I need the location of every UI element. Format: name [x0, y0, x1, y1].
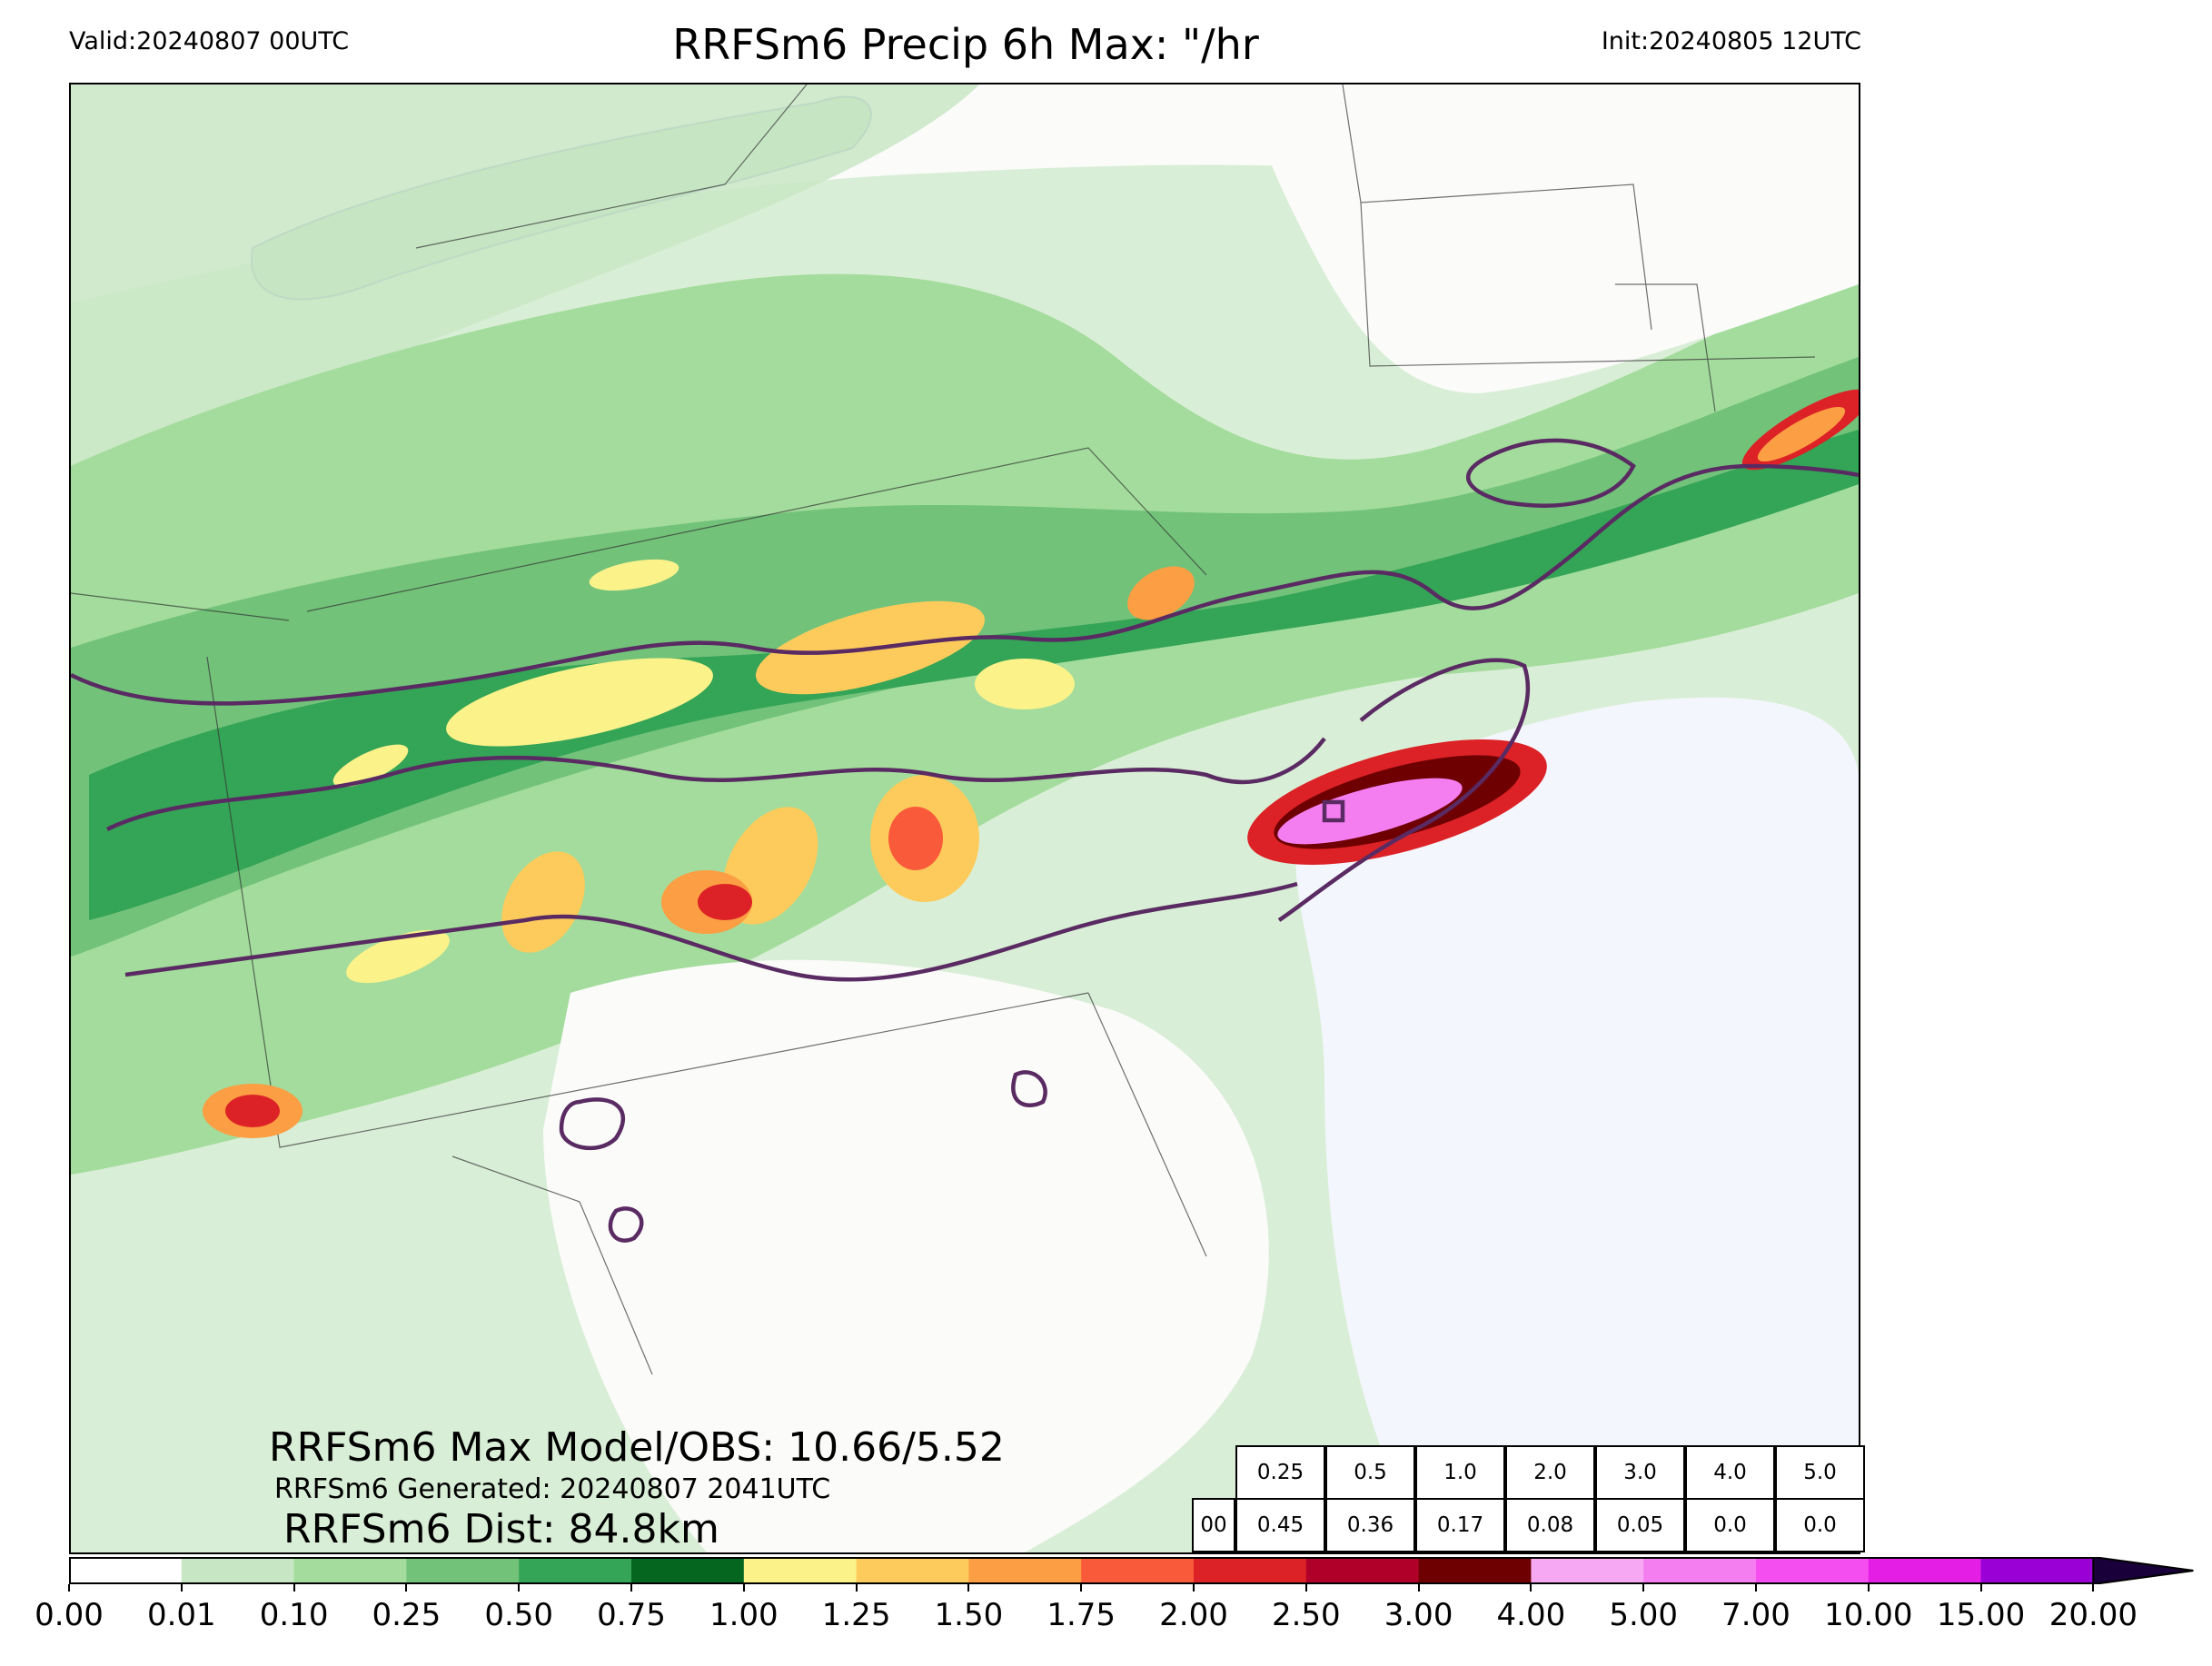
colorbar-segment: [631, 1557, 745, 1584]
distance-label: RRFSm6 Dist: 84.8km: [283, 1506, 719, 1552]
colorbar-tick: [1530, 1584, 1533, 1592]
colorbar-tick-label: 7.00: [1721, 1597, 1790, 1633]
colorbar-tick-label: 3.00: [1384, 1597, 1453, 1633]
threshold-cell: 0.5: [1325, 1445, 1415, 1500]
colorbar-tick-label: 0.00: [35, 1597, 104, 1633]
colorbar-segment: [1305, 1557, 1420, 1584]
threshold-cell: 1.0: [1415, 1445, 1505, 1500]
threshold-row: 0.25 0.5 1.0 2.0 3.0 4.0 5.0: [1235, 1445, 1865, 1500]
colorbar-segment: [293, 1557, 407, 1584]
colorbar-segment: [69, 1557, 183, 1584]
colorbar-tick: [1080, 1584, 1083, 1592]
atlantic-region: [1295, 697, 1859, 1552]
colorbar-segment: [519, 1557, 632, 1584]
colorbar: [69, 1557, 2194, 1584]
colorbar-tick-label: 1.75: [1046, 1597, 1116, 1633]
colorbar-tick: [630, 1584, 632, 1592]
threshold-cell: 3.0: [1595, 1445, 1685, 1500]
threshold-cell: 5.0: [1775, 1445, 1865, 1500]
colorbar-tick-label: 0.50: [484, 1597, 554, 1633]
colorbar-segment: [968, 1557, 1082, 1584]
colorbar-tick: [967, 1584, 970, 1592]
row-label-cell: 00: [1192, 1498, 1235, 1552]
colorbar-segment: [856, 1557, 969, 1584]
max-model-obs-label: RRFSm6 Max Model/OBS: 10.66/5.52: [269, 1424, 1005, 1471]
colorbar-tick-label: 1.50: [934, 1597, 1004, 1633]
generated-time-label: RRFSm6 Generated: 20240807 2041UTC: [274, 1473, 831, 1505]
colorbar-tick-label: 1.25: [821, 1597, 891, 1633]
colorbar-segment: [181, 1557, 295, 1584]
value-cell: 0.45: [1235, 1498, 1325, 1552]
precip-band-dark: [89, 430, 1859, 920]
threshold-cell: 4.0: [1685, 1445, 1775, 1500]
colorbar-tick: [1979, 1584, 1982, 1592]
colorbar-tick-label: 4.00: [1496, 1597, 1566, 1633]
colorbar-segment: [1643, 1557, 1757, 1584]
colorbar-segment: [743, 1557, 858, 1584]
colorbar-tick-label: 5.00: [1609, 1597, 1679, 1633]
threshold-cell: 0.25: [1235, 1445, 1325, 1500]
colorbar-tick: [855, 1584, 858, 1592]
precip-map: [69, 83, 1860, 1554]
colorbar-tick: [1417, 1584, 1420, 1592]
colorbar-tick: [1304, 1584, 1307, 1592]
colorbar-tick: [293, 1584, 295, 1592]
value-cell: 0.0: [1685, 1498, 1775, 1552]
map-title: RRFSm6 Precip 6h Max: "/hr: [672, 20, 1259, 69]
value-cell: 0.17: [1415, 1498, 1505, 1552]
colorbar-tick-label: 2.00: [1159, 1597, 1228, 1633]
colorbar-tick-label: 20.00: [2048, 1597, 2138, 1633]
colorbar-tick-label: 0.75: [597, 1597, 666, 1633]
colorbar-segment: [1194, 1557, 1307, 1584]
colorbar-tick-label: 1.00: [709, 1597, 779, 1633]
colorbar-extend-arrow: [2092, 1557, 2194, 1584]
colorbar-tick: [68, 1584, 70, 1592]
colorbar-segment: [1418, 1557, 1532, 1584]
valid-time: Valid:20240807 00UTC: [69, 27, 350, 55]
colorbar-tick: [742, 1584, 745, 1592]
value-cell: 0.05: [1595, 1498, 1685, 1552]
value-cell: 0.36: [1325, 1498, 1415, 1552]
land-ne-clear: [1252, 84, 1859, 393]
value-row: 00 0.45 0.36 0.17 0.08 0.05 0.0 0.0: [1192, 1498, 1865, 1552]
colorbar-segment: [1531, 1557, 1644, 1584]
colorbar-segment: [1980, 1557, 2094, 1584]
threshold-cell: 2.0: [1505, 1445, 1595, 1500]
value-cell: 0.0: [1775, 1498, 1865, 1552]
colorbar-tick: [1867, 1584, 1870, 1592]
colorbar-segment: [1081, 1557, 1195, 1584]
colorbar-tick: [1755, 1584, 1757, 1592]
colorbar-segment: [1868, 1557, 1982, 1584]
colorbar-tick: [1193, 1584, 1195, 1592]
colorbar-segment: [406, 1557, 520, 1584]
value-cell: 0.08: [1505, 1498, 1595, 1552]
colorbar-tick-label: 15.00: [1936, 1597, 2026, 1633]
colorbar-segment: [1756, 1557, 1870, 1584]
colorbar-tick: [1642, 1584, 1645, 1592]
colorbar-tick: [518, 1584, 521, 1592]
state-borders: [71, 84, 1816, 1375]
colorbar-tick: [180, 1584, 183, 1592]
precip-cells: [203, 389, 1859, 1138]
colorbar-tick-label: 0.25: [372, 1597, 441, 1633]
colorbar-tick-label: 0.10: [259, 1597, 329, 1633]
colorbar-tick: [405, 1584, 408, 1592]
land-south-clear: [543, 959, 1269, 1552]
colorbar-tick-label: 10.00: [1824, 1597, 1913, 1633]
colorbar-tick-label: 0.01: [146, 1597, 216, 1633]
colorbar-tick: [2092, 1584, 2095, 1592]
obs-contours: [71, 438, 1859, 1243]
colorbar-outline: [69, 1557, 2095, 1584]
colorbar-tick-label: 2.50: [1271, 1597, 1341, 1633]
init-time: Init:20240805 12UTC: [1601, 27, 1861, 55]
